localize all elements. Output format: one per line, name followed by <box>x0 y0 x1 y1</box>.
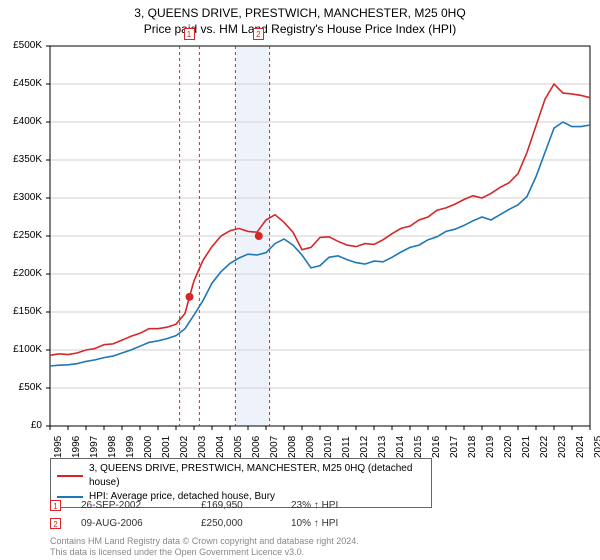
x-tick-label: 2016 <box>431 436 442 458</box>
x-tick-label: 2012 <box>359 436 370 458</box>
x-tick-label: 1995 <box>53 436 64 458</box>
y-axis: £0 £50K £100K £150K £200K £250K £300K £350K £400… <box>0 40 46 432</box>
chart-title-address: 3, QUEENS DRIVE, PRESTWICH, MANCHESTER, … <box>0 6 600 20</box>
y-tick-label: £150K <box>0 306 42 317</box>
y-tick-label: £250K <box>0 230 42 241</box>
legend-item: 3, QUEENS DRIVE, PRESTWICH, MANCHESTER, … <box>57 462 425 490</box>
event-row: 1 26-SEP-2002 £169,950 23% ↑ HPI <box>50 496 590 514</box>
x-tick-label: 2014 <box>395 436 406 458</box>
event-list: 1 26-SEP-2002 £169,950 23% ↑ HPI 2 09-AU… <box>50 496 590 532</box>
plot-area: 12 <box>50 46 590 426</box>
x-tick-label: 2021 <box>521 436 532 458</box>
x-tick-label: 1999 <box>125 436 136 458</box>
x-tick-label: 1996 <box>71 436 82 458</box>
event-pct: 23% ↑ HPI <box>291 500 371 511</box>
x-tick-label: 2009 <box>305 436 316 458</box>
event-marker-icon: 2 <box>50 518 61 529</box>
x-tick-label: 2024 <box>575 436 586 458</box>
x-tick-label: 2001 <box>161 436 172 458</box>
y-tick-label: £50K <box>0 382 42 393</box>
legend-label: 3, QUEENS DRIVE, PRESTWICH, MANCHESTER, … <box>89 462 425 490</box>
x-tick-label: 2000 <box>143 436 154 458</box>
event-price: £169,950 <box>201 500 291 511</box>
chart-container: 12 £0£50K£100K£150K£200K£250K£300K£350K£… <box>50 46 590 426</box>
y-tick-label: £500K <box>0 40 42 51</box>
x-tick-label: 2013 <box>377 436 388 458</box>
event-marker-icon: 1 <box>50 500 61 511</box>
event-row: 2 09-AUG-2006 £250,000 10% ↑ HPI <box>50 514 590 532</box>
x-tick-label: 2025 <box>593 436 600 458</box>
y-tick-label: £200K <box>0 268 42 279</box>
x-tick-label: 2004 <box>215 436 226 458</box>
x-tick-label: 2002 <box>179 436 190 458</box>
y-tick-label: £0 <box>0 420 42 431</box>
event-marker-onchart-icon: 2 <box>253 28 264 40</box>
footer-line: Contains HM Land Registry data © Crown c… <box>50 536 359 547</box>
y-tick-label: £400K <box>0 116 42 127</box>
event-marker-onchart-icon: 1 <box>184 28 195 40</box>
event-date: 26-SEP-2002 <box>81 500 201 511</box>
y-tick-label: £100K <box>0 344 42 355</box>
x-tick-label: 2022 <box>539 436 550 458</box>
footer-attribution: Contains HM Land Registry data © Crown c… <box>50 536 359 558</box>
x-tick-label: 1997 <box>89 436 100 458</box>
event-price: £250,000 <box>201 518 291 529</box>
x-tick-label: 2007 <box>269 436 280 458</box>
x-tick-label: 2023 <box>557 436 568 458</box>
y-tick-label: £300K <box>0 192 42 203</box>
y-tick-label: £450K <box>0 78 42 89</box>
x-tick-label: 2006 <box>251 436 262 458</box>
event-pct: 10% ↑ HPI <box>291 518 371 529</box>
x-tick-label: 2005 <box>233 436 244 458</box>
x-tick-label: 2010 <box>323 436 334 458</box>
x-tick-label: 2011 <box>341 436 352 458</box>
x-tick-label: 2019 <box>485 436 496 458</box>
x-tick-label: 2017 <box>449 436 460 458</box>
y-tick-label: £350K <box>0 154 42 165</box>
footer-line: This data is licensed under the Open Gov… <box>50 547 359 558</box>
x-tick-label: 2018 <box>467 436 478 458</box>
x-tick-label: 2020 <box>503 436 514 458</box>
x-tick-label: 2008 <box>287 436 298 458</box>
x-tick-label: 1998 <box>107 436 118 458</box>
x-tick-label: 2015 <box>413 436 424 458</box>
legend-swatch <box>57 475 83 477</box>
chart-svg <box>50 46 590 426</box>
chart-subtitle: Price paid vs. HM Land Registry's House … <box>0 22 600 36</box>
x-tick-label: 2003 <box>197 436 208 458</box>
event-date: 09-AUG-2006 <box>81 518 201 529</box>
